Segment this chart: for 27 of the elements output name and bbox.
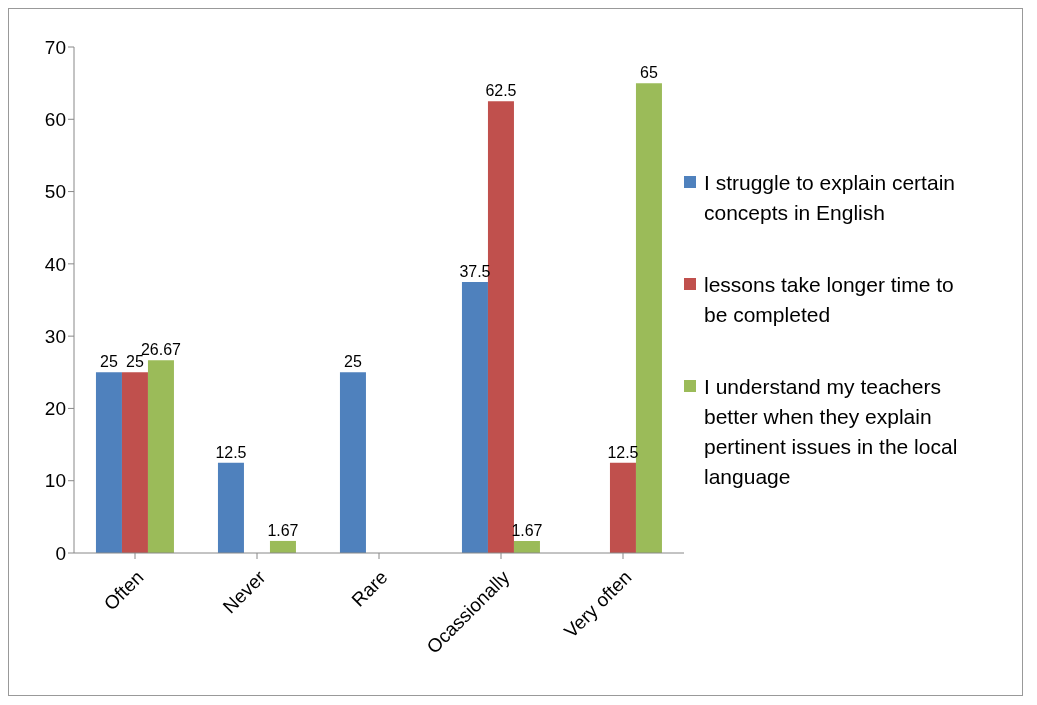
bar — [95, 372, 122, 553]
bar — [217, 462, 244, 553]
y-tick-label: 70 — [44, 36, 66, 58]
y-tick-label: 10 — [44, 470, 66, 492]
data-label: 25 — [100, 353, 118, 371]
data-label: 25 — [344, 353, 362, 371]
bar — [513, 540, 540, 553]
y-tick-label: 50 — [44, 181, 66, 203]
bar — [461, 281, 488, 553]
legend-label: I understand my teachers better when they explain pertinent issues in the local language — [704, 374, 959, 490]
y-tick-label: 60 — [44, 109, 66, 131]
bar — [121, 372, 148, 553]
data-label: 26.67 — [140, 341, 182, 359]
legend-label: lessons take longer time to be completed — [704, 272, 955, 328]
y-tick-label: 0 — [55, 542, 66, 564]
data-label: 65 — [640, 64, 658, 82]
y-tick-label: 40 — [44, 253, 66, 275]
bar — [339, 372, 366, 553]
bar — [609, 462, 636, 553]
data-label: 12.5 — [215, 443, 247, 461]
data-label: 62.5 — [485, 82, 517, 100]
data-label: 1.67 — [267, 521, 299, 539]
y-tick-label: 30 — [44, 325, 66, 347]
bar — [147, 360, 174, 553]
bar — [269, 540, 296, 553]
legend-label: I struggle to explain certain concepts in English — [704, 170, 956, 226]
y-tick-label: 20 — [44, 398, 66, 420]
